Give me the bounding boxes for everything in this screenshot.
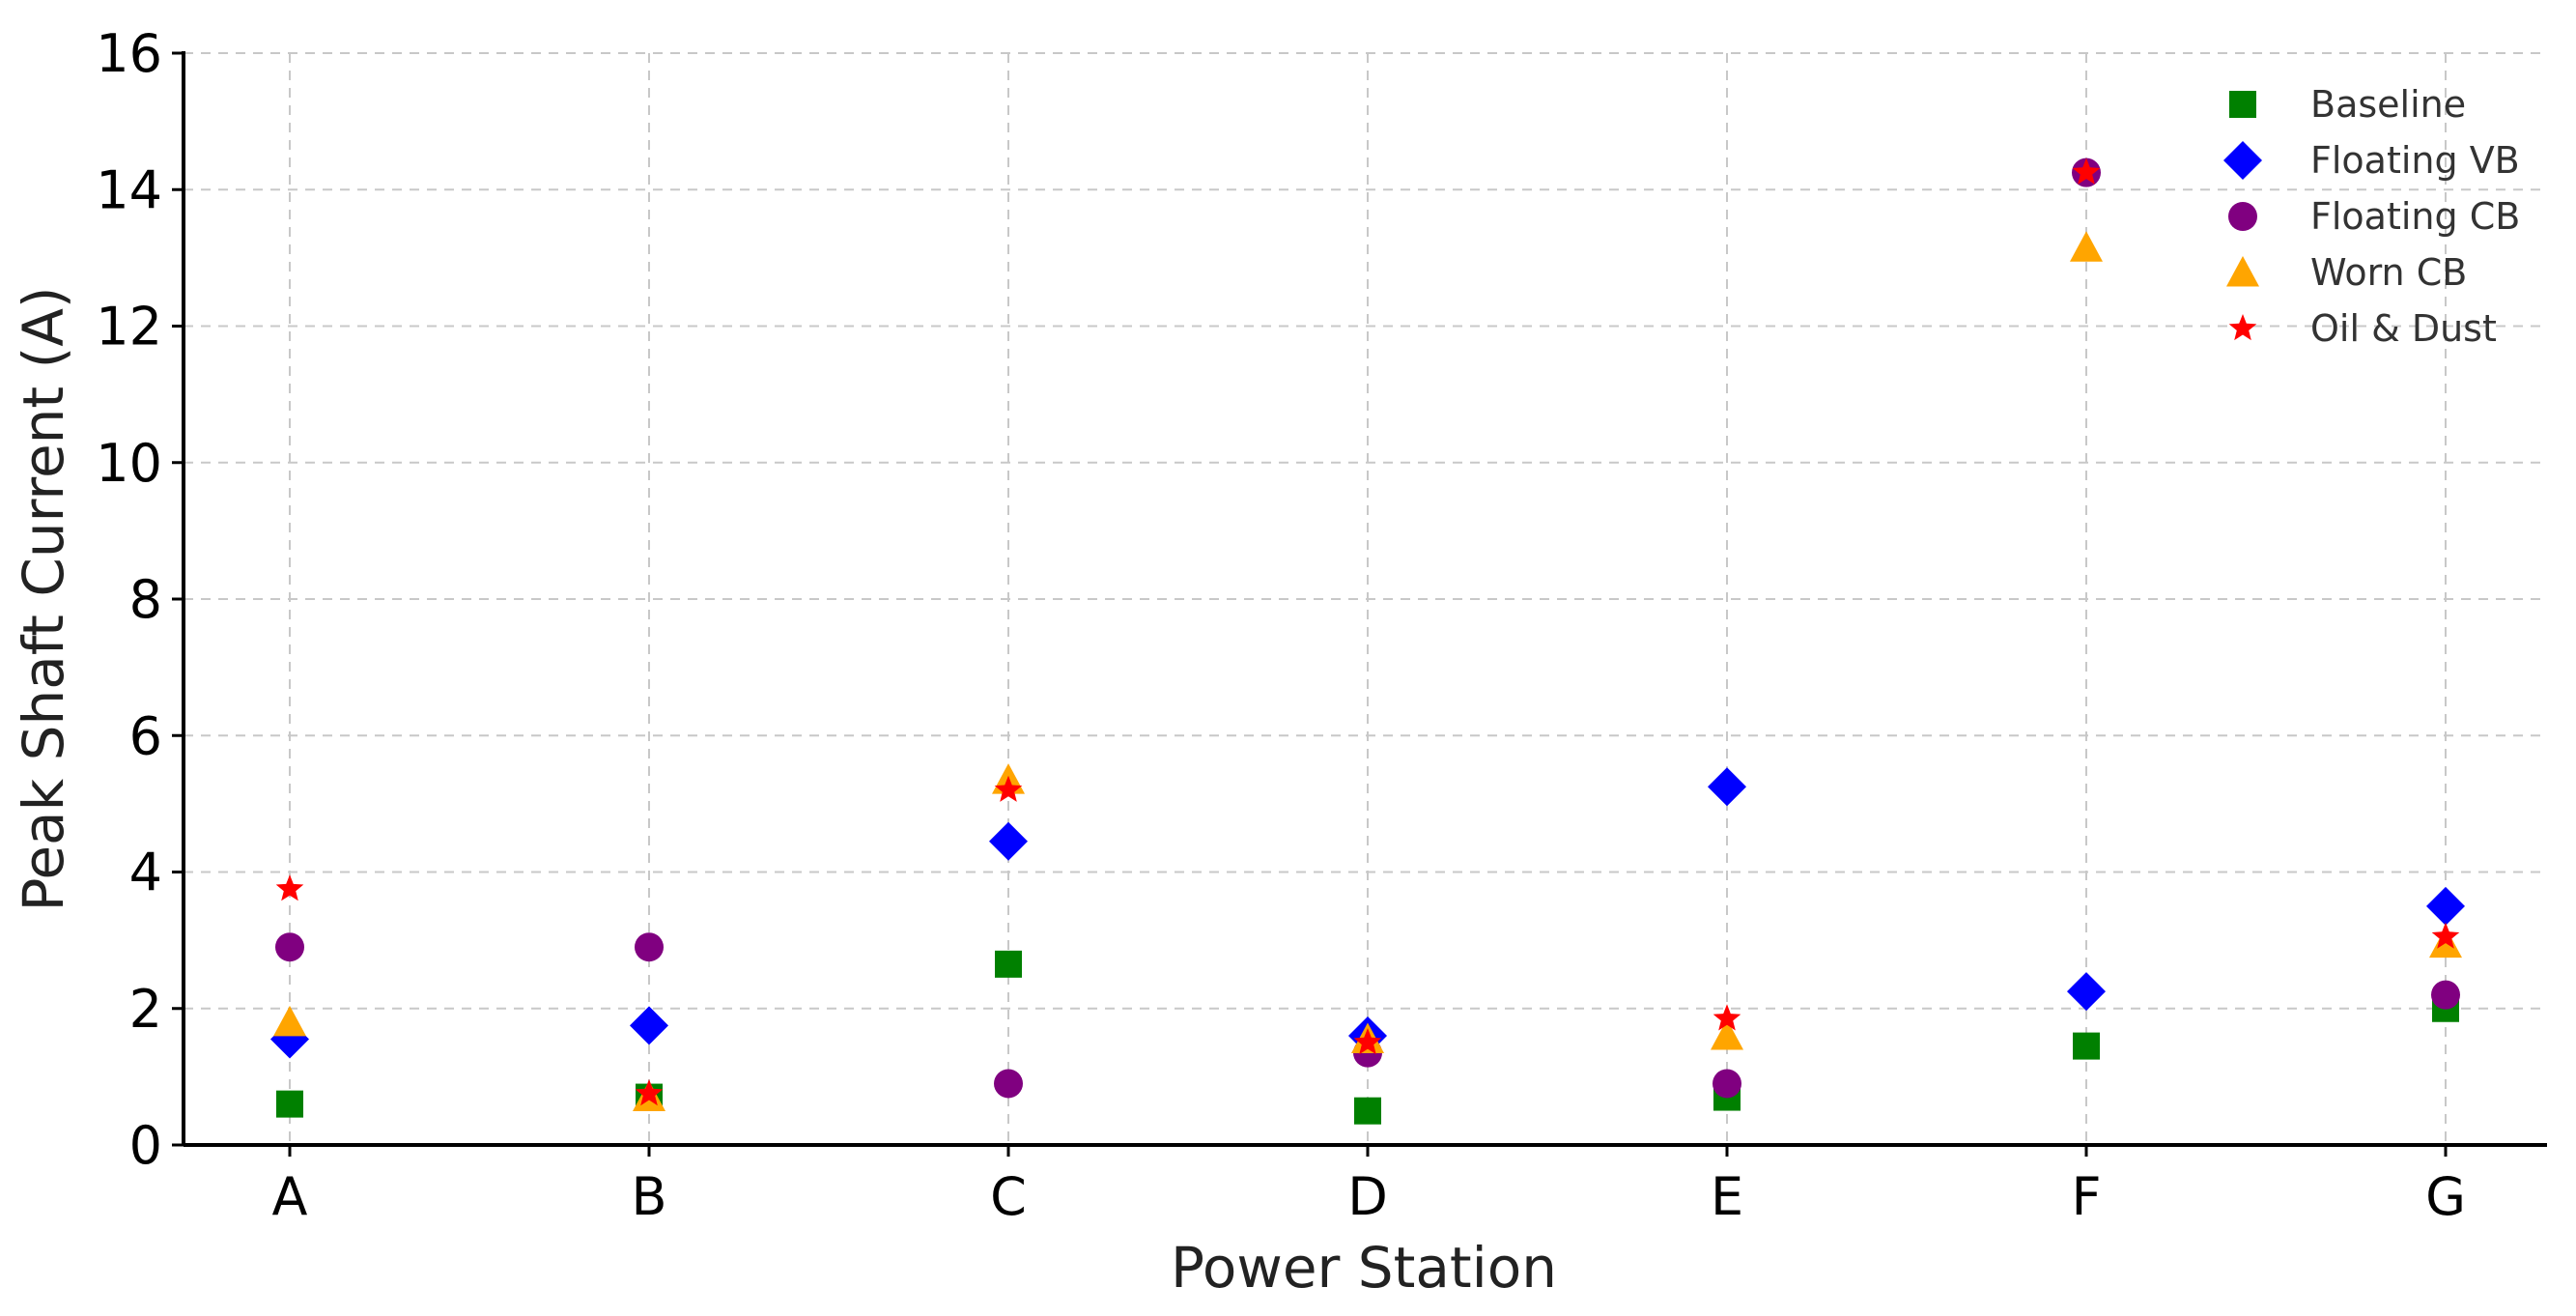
point-floating-cb [2431, 980, 2460, 1010]
legend-marker-floating-cb [2228, 202, 2257, 231]
point-floating-cb [275, 932, 304, 962]
y-tick-label: 8 [129, 569, 162, 630]
point-floating-vb [2426, 886, 2465, 926]
x-tick-label: C [990, 1166, 1027, 1227]
x-tick-label: G [2425, 1166, 2466, 1227]
point-oil-dust [635, 1079, 664, 1106]
y-tick-label: 0 [129, 1115, 162, 1176]
legend-label-floating-vb: Floating VB [2310, 139, 2520, 182]
x-tick-label: F [2071, 1166, 2101, 1227]
x-tick-label: A [272, 1166, 308, 1227]
point-floating-vb [630, 1006, 668, 1045]
y-tick-label: 14 [96, 159, 162, 220]
y-axis-title: Peak Shaft Current (A) [11, 286, 76, 911]
y-tick-label: 10 [96, 433, 162, 494]
point-baseline [995, 950, 1022, 978]
point-floating-cb [635, 932, 664, 962]
point-worn-cb [273, 1005, 306, 1037]
x-tick-label: B [631, 1166, 666, 1227]
legend-label-oil-dust: Oil & Dust [2310, 307, 2497, 350]
point-oil-dust [1713, 1004, 1741, 1031]
point-baseline [2073, 1032, 2100, 1060]
point-baseline [276, 1090, 303, 1118]
legend-marker-worn-cb [2226, 256, 2259, 287]
point-oil-dust [994, 775, 1023, 802]
y-tick-label: 16 [96, 23, 162, 84]
y-tick-label: 12 [96, 297, 162, 358]
legend-marker-floating-vb [2223, 141, 2262, 180]
point-oil-dust [2072, 157, 2101, 185]
y-tick-label: 4 [129, 843, 162, 903]
point-oil-dust [275, 874, 304, 901]
y-tick-label: 6 [129, 705, 162, 766]
legend-marker-baseline [2229, 91, 2256, 118]
x-tick-label: E [1711, 1166, 1743, 1227]
point-floating-cb [994, 1069, 1023, 1099]
data-points [270, 157, 2465, 1125]
point-floating-vb [2067, 972, 2106, 1012]
point-oil-dust [2431, 922, 2460, 949]
point-worn-cb [2070, 231, 2103, 262]
point-oil-dust [1353, 1028, 1382, 1055]
legend-label-floating-cb: Floating CB [2310, 195, 2520, 238]
axes [172, 51, 2547, 1157]
y-tick-label: 2 [129, 979, 162, 1040]
legend-marker-oil-dust [2228, 314, 2257, 341]
x-tick-label: D [1347, 1166, 1388, 1227]
point-floating-vb [989, 821, 1028, 861]
legend-label-baseline: Baseline [2310, 83, 2466, 126]
point-floating-cb [1713, 1069, 1741, 1099]
tick-labels: 0 2 4 6 8 10 12 14 16 A B C D E F G [96, 23, 2466, 1227]
point-worn-cb [1711, 1019, 1743, 1050]
x-axis-title: Power Station [1171, 1235, 1557, 1301]
point-floating-vb [1708, 767, 1746, 807]
legend: Baseline Floating VB Floating CB Worn CB Oil… [2223, 83, 2520, 350]
grid [184, 52, 2547, 1145]
legend-label-worn-cb: Worn CB [2310, 251, 2467, 294]
point-baseline [1354, 1097, 1381, 1125]
